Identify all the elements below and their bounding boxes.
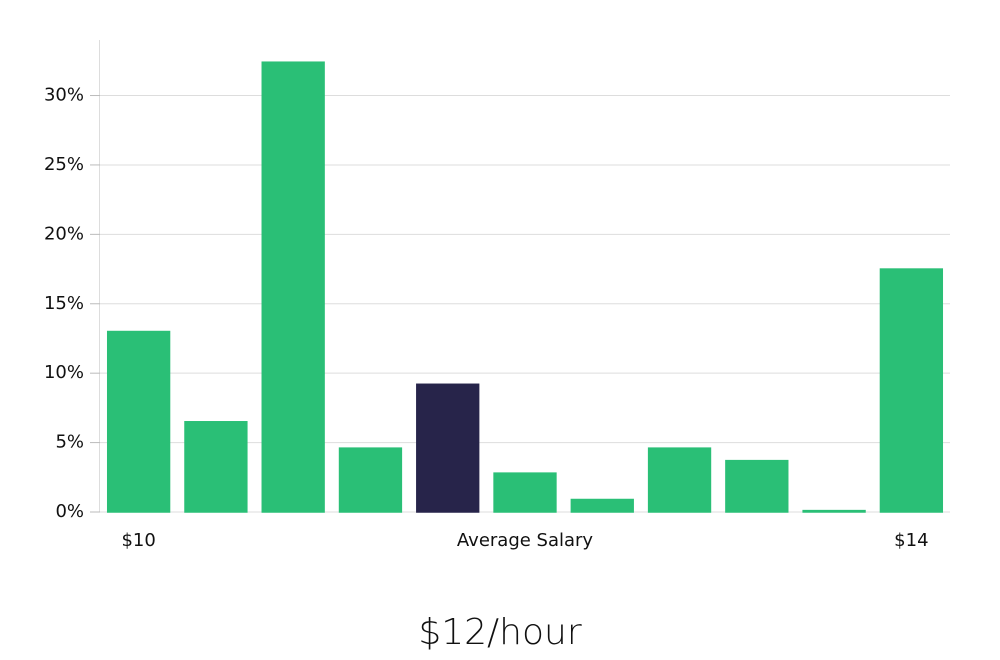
bar: [416, 383, 480, 513]
y-tick-label: 15%: [44, 293, 84, 314]
x-tick-label: Average Salary: [457, 530, 594, 551]
x-tick-label: $14: [894, 530, 928, 551]
bar: [570, 498, 634, 513]
y-tick-label: 10%: [44, 362, 84, 383]
bar: [493, 472, 557, 513]
bar: [879, 268, 944, 513]
y-tick-label: 30%: [44, 85, 84, 106]
bar: [338, 447, 403, 513]
y-tick-label: 0%: [55, 501, 84, 522]
bar: [184, 421, 248, 513]
annotation: $12/hour: [418, 612, 582, 653]
bar: [725, 459, 789, 513]
y-tick-label: 5%: [55, 432, 84, 453]
bar: [802, 509, 866, 513]
x-tick-label: $10: [121, 530, 155, 551]
bar: [647, 447, 712, 513]
bar: [261, 61, 325, 513]
y-tick-label: 20%: [44, 223, 84, 244]
y-tick-label: 25%: [44, 154, 84, 175]
bar: [106, 330, 171, 513]
